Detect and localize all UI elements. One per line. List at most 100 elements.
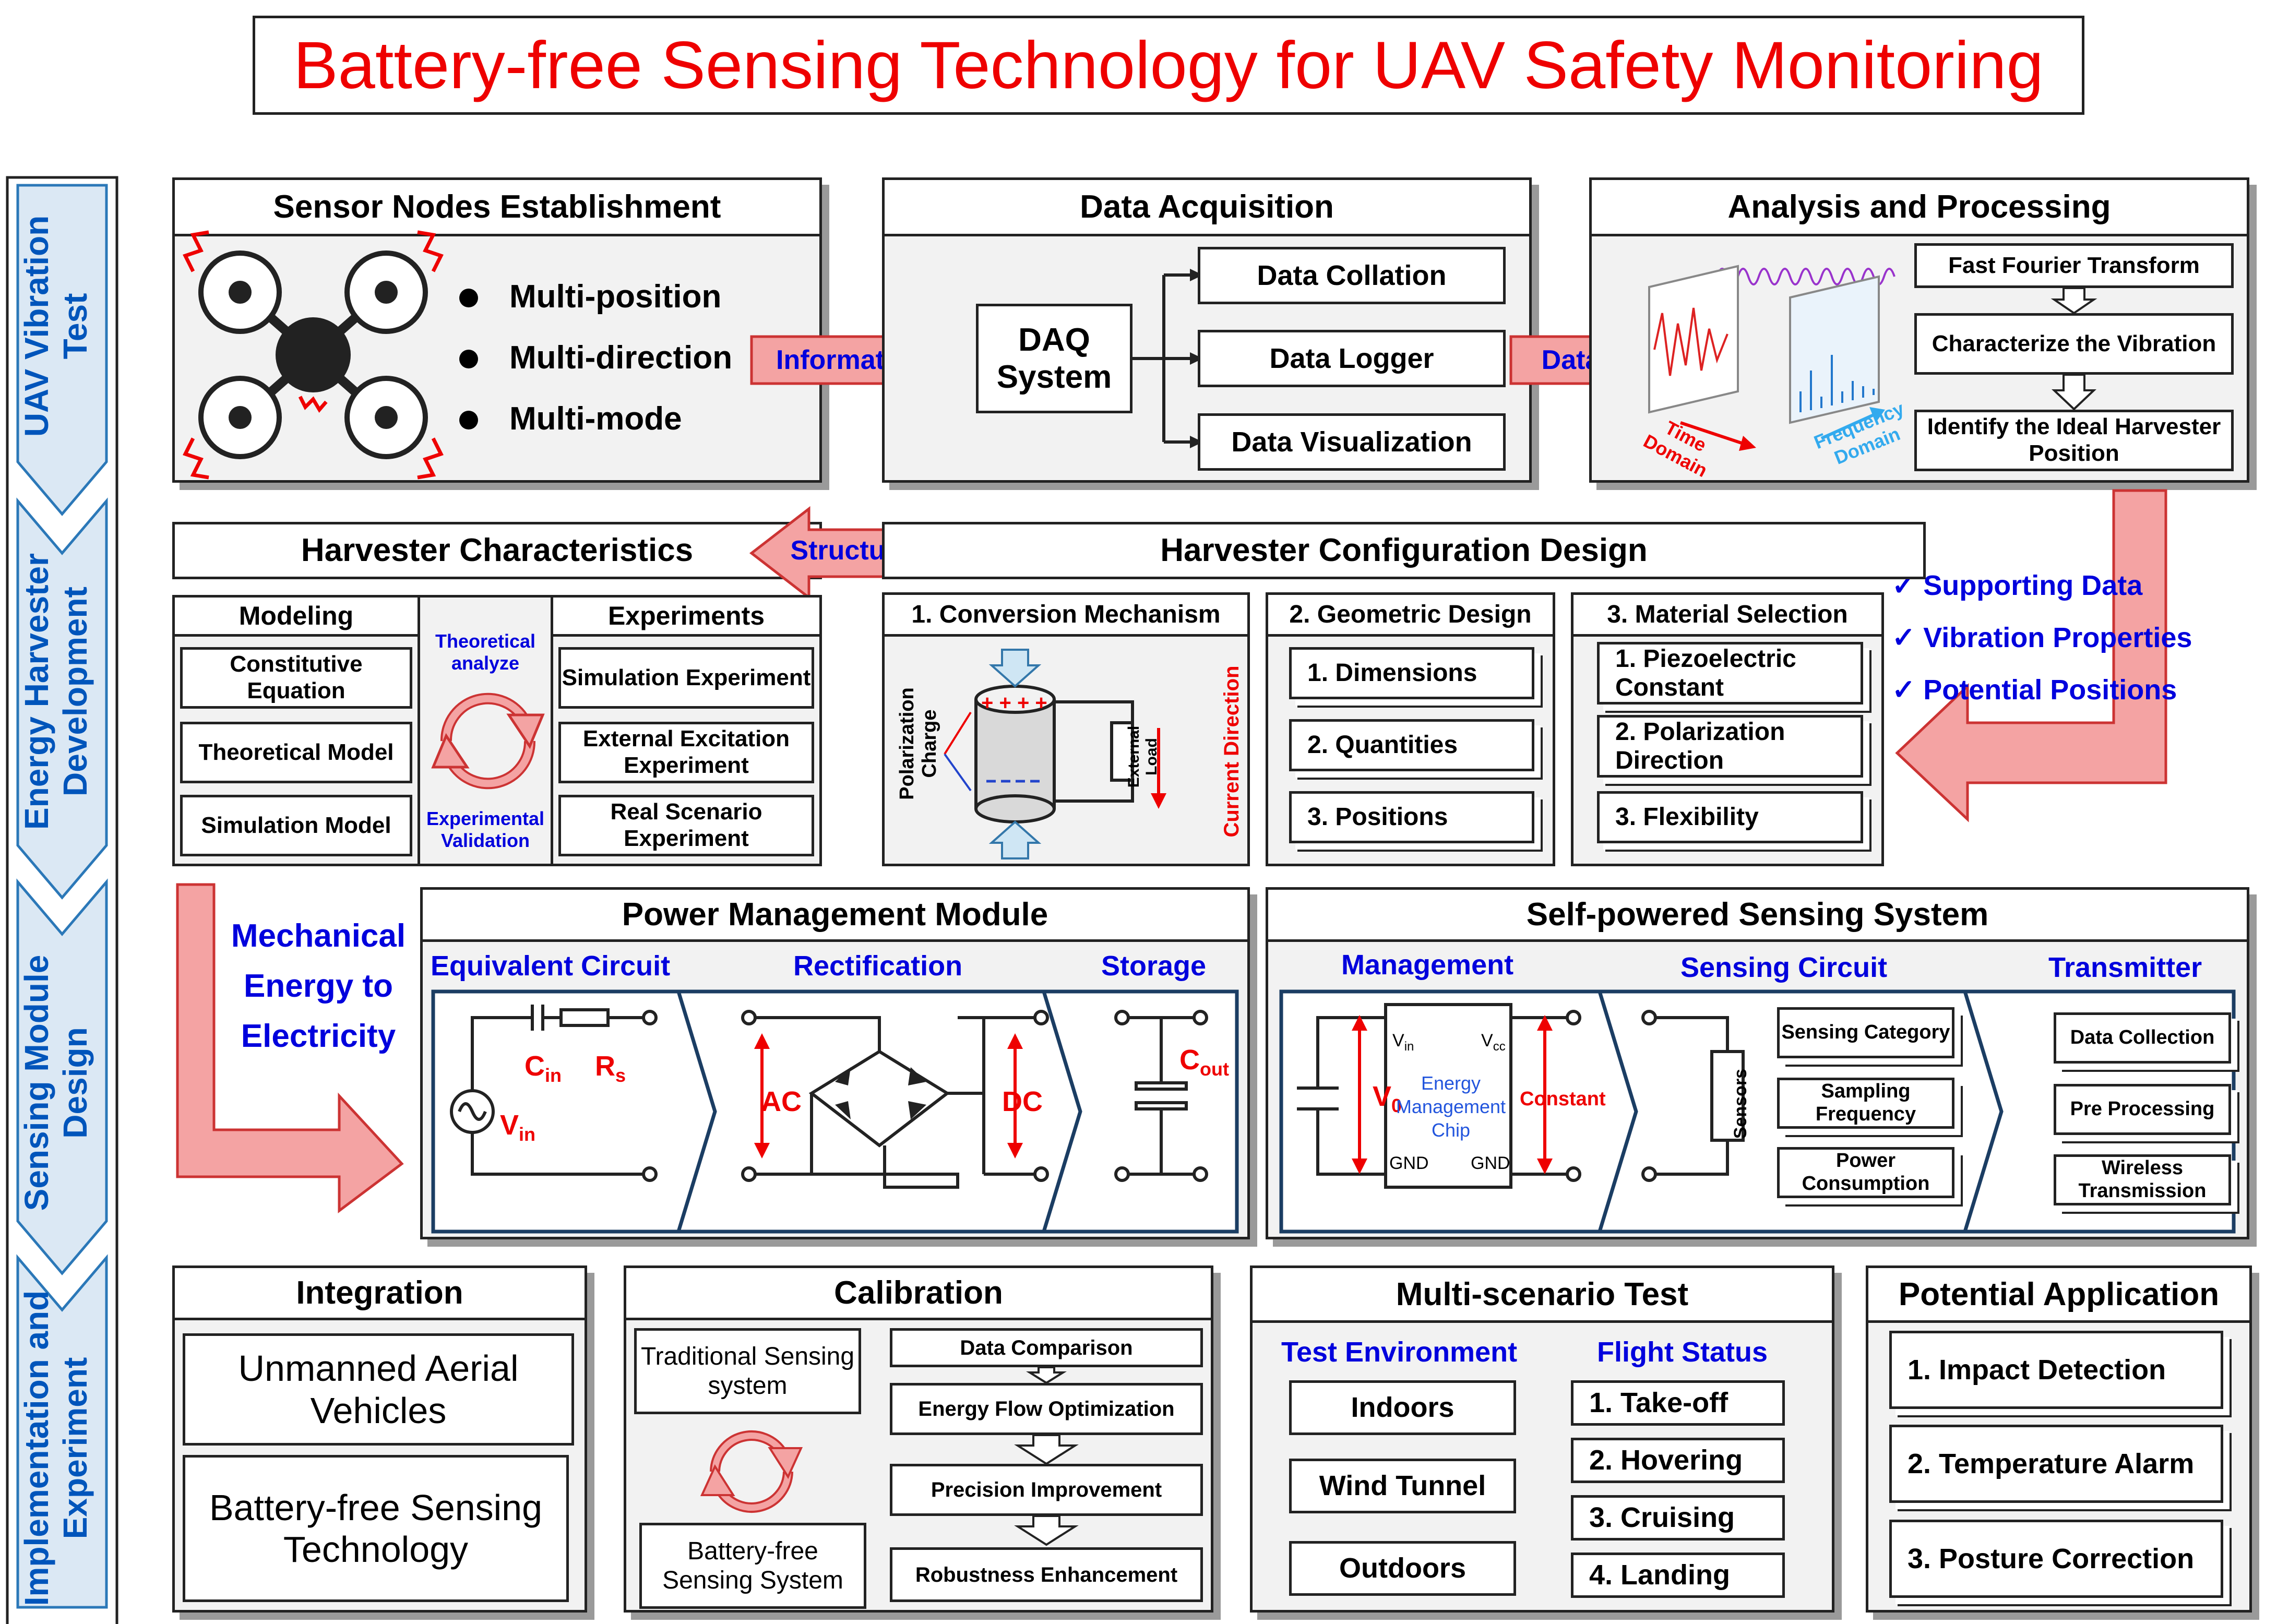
chip-vcc-sub: cc [1493,1039,1506,1054]
ac-label: AC [761,1086,802,1117]
calib-down-arrows [1014,1366,1079,1546]
cout-sub: out [1200,1058,1229,1080]
experiment-item-2: External Excitation Experiment [558,722,814,783]
constant-label: Constant [1520,1088,1606,1110]
tx-item-1: Data Collection [2054,1012,2231,1064]
chip-vin-label: Vin [1392,1031,1414,1054]
drone-icon [183,230,444,480]
vin-label: Vin [500,1109,535,1145]
modeling-head: Modeling [172,595,420,637]
sidebar-label-4: Implementation and Experiment [18,1290,94,1606]
calib-cycle-icon [700,1430,803,1513]
rs-label: Rs [595,1050,626,1086]
current-direction-label: Current Direction [1220,665,1243,838]
analysis-title: Analysis and Processing [1592,180,2247,236]
tx-item-2: Pre Processing [2054,1084,2231,1135]
rs-text: R [595,1050,615,1082]
potential-title: Potential Application [1868,1268,2249,1323]
vin-text: V [500,1109,519,1141]
sidebar-chevron-1 [16,184,108,516]
multi-test-title: Multi-scenario Test [1253,1268,1832,1323]
flight-status-head: Flight Status [1597,1336,1768,1368]
sidebar-label-1: UAV Vibration Test [18,215,94,437]
rs-sub: s [615,1064,626,1086]
chip-vcc-label: Vcc [1481,1031,1506,1054]
daq-line-1: DAQ [1018,321,1090,358]
identify-box: Identify the Ideal Harvester Position [1914,410,2234,471]
dc-label: DC [1002,1086,1043,1117]
potential-item-2: 2. Temperature Alarm [1889,1425,2223,1503]
cout-text: C [1179,1044,1200,1076]
theory-label: Theoretical analyze [435,630,536,674]
material-item-2: 2. Polarization Direction [1597,715,1863,778]
v0-sub: 0 [1391,1094,1402,1116]
exp-validation-label: Experimental Validation [426,808,545,851]
modeling-item-1: Constitutive Equation [180,647,412,709]
material-item-1: 1. Piezoelectric Constant [1597,642,1863,704]
sensing-circuit-label: Sensing Circuit [1680,952,1888,983]
sensing-item-2: Sampling Frequency [1777,1078,1954,1129]
data-collation-box: Data Collation [1198,247,1506,304]
v0-label: V0 [1373,1080,1402,1117]
sensor-bullet-text-1: Multi-position [509,279,722,315]
sensor-bullet-1: Multi-position [459,278,721,315]
material-item-3: 3. Flexibility [1597,791,1863,843]
sidebar-label-3: Sensing Module Design [18,954,94,1211]
page-title: Battery-free Sensing Technology for UAV … [293,28,2044,103]
conversion-head: 1. Conversion Mechanism [885,595,1247,637]
storage-label: Storage [1101,950,1207,982]
env-item-2: Wind Tunnel [1289,1459,1516,1513]
flight-item-3: 3. Cruising [1571,1495,1785,1541]
cin-sub: in [545,1064,562,1086]
integration-title: Integration [175,1268,585,1320]
supporting-item-3: ✓ Potential Positions [1892,674,2177,706]
cycle-arrows-icon [431,692,545,790]
calib-step-3: Precision Improvement [890,1464,1203,1516]
mech-energy-label: Mechanical Energy to Electricity [231,917,406,1055]
daq-connectors [1132,269,1203,448]
transmitter-label: Transmitter [2048,952,2202,983]
data-acq-title: Data Acquisition [885,180,1529,236]
sidebar-chevron-4 [16,1254,108,1609]
supporting-item-2: ✓ Vibration Properties [1892,622,2192,653]
supporting-item-1: ✓ Supporting Data [1892,570,2143,601]
sensing-item-3: Power Consumption [1777,1147,1954,1198]
sensor-bullet-3: Multi-mode [459,400,682,437]
material-head: 3. Material Selection [1573,595,1881,637]
chip-vin-text: V [1392,1031,1404,1050]
chip-label: Energy Management Chip [1396,1072,1506,1141]
cout-label: Cout [1179,1044,1229,1080]
tx-item-3: Wireless Transmission [2054,1154,2231,1205]
sensor-nodes-panel: Sensor Nodes Establishment [172,177,822,483]
calib-battery-free: Battery-free Sensing System [639,1523,866,1609]
daq-line-2: System [996,359,1112,395]
characterize-box: Characterize the Vibration [1914,313,2234,375]
polarization-label: Polarization Charge [896,687,940,800]
integration-item-1: Unmanned Aerial Vehicles [183,1333,574,1446]
potential-item-1: 1. Impact Detection [1889,1331,2223,1409]
geometric-head: 2. Geometric Design [1268,595,1553,637]
calibration-title: Calibration [626,1268,1211,1320]
potential-item-3: 3. Posture Correction [1889,1520,2223,1598]
cin-label: Cin [524,1050,562,1086]
supporting-text-2: Vibration Properties [1923,622,2192,653]
test-env-head: Test Environment [1281,1336,1518,1368]
supporting-text-3: Potential Positions [1923,674,2177,706]
modeling-item-2: Theoretical Model [180,722,412,783]
geometric-item-3: 3. Positions [1289,791,1534,843]
cin-text: C [524,1050,545,1082]
flight-item-1: 1. Take-off [1571,1380,1785,1426]
page-title-box: Battery-free Sensing Technology for UAV … [253,16,2084,115]
piezo-cylinder-diagram: + + + + [944,649,1166,859]
config-title: Harvester Configuration Design [882,522,1926,579]
harvester-char-title: Harvester Characteristics [172,522,822,579]
fft-box: Fast Fourier Transform [1914,243,2234,288]
return-arrow [1895,489,2167,822]
chip-vcc-text: V [1481,1031,1493,1050]
sensing-item-1: Sensing Category [1777,1007,1954,1058]
flight-item-4: 4. Landing [1571,1553,1785,1598]
chip-vin-sub: in [1404,1039,1414,1054]
sensor-bullet-2: Multi-direction [459,339,732,376]
v0-text: V [1373,1081,1392,1112]
experiment-item-1: Simulation Experiment [558,647,814,709]
